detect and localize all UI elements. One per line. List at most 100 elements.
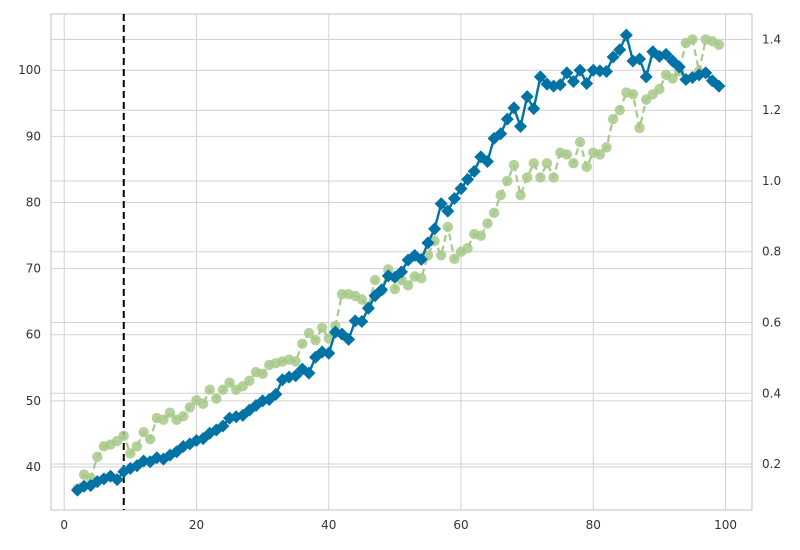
y2-tick-label: 0.6 [762,315,781,329]
data-point-left [302,366,316,380]
data-point-left [527,102,541,116]
series-layer [70,28,726,497]
data-point-left [361,301,375,315]
axes-frame [50,13,753,511]
data-point-left [401,253,415,267]
data-point-left [480,154,494,168]
data-point-right [178,411,189,422]
data-point-right [713,39,725,50]
tick-labels: 0 20 40 60 80 100 40 50 60 70 80 90 100 0.2 0.4 0.6 0.8 1… [18,32,781,532]
data-point-left [600,65,614,79]
data-point-left [672,60,686,74]
data-point-right [164,407,176,418]
data-point-left [447,192,461,206]
data-point-right [92,451,103,463]
data-point-right [435,250,447,261]
data-point-left [421,236,435,250]
data-point-right [634,122,645,134]
data-point-left [520,90,534,104]
data-point-left [566,74,580,88]
data-point-right [594,149,606,160]
data-point-right [627,89,639,100]
data-point-right [356,294,368,305]
data-point-right [131,441,143,452]
data-point-left [659,47,673,61]
plot-frame [50,13,753,511]
data-point-left [110,473,124,487]
data-point-left [573,63,587,77]
x-tick-label: 60 [453,518,468,532]
data-point-right [607,113,619,125]
x-tick-label: 0 [60,518,68,532]
data-point-left [461,172,475,186]
data-point-left [216,419,230,433]
data-point-right [535,172,546,183]
data-point-right [495,189,506,201]
data-point-left [342,332,356,346]
data-point-right [197,398,209,410]
data-point-right [244,375,255,387]
data-point-right [389,283,401,295]
y-tick-label: 100 [18,63,41,77]
data-point-left [712,79,726,93]
x-tick-label: 80 [586,518,601,532]
data-point-left [633,52,647,66]
data-point-right [521,172,533,183]
data-point-right [138,426,149,438]
grid-lines [51,14,752,510]
data-point-right [158,414,169,425]
data-point-right [144,434,156,445]
x-tick-label: 20 [189,518,204,532]
y-tick-label: 70 [26,262,41,276]
data-point-left [580,76,594,90]
data-point-right [515,189,526,201]
data-point-left [322,346,336,360]
data-point-right [118,430,129,441]
data-point-left [428,222,442,236]
data-point-left [619,28,633,42]
data-point-left [441,204,455,218]
data-point-right [654,83,665,95]
data-point-right [528,158,539,169]
y-tick-label: 60 [26,328,41,342]
data-point-left [434,197,448,211]
y-tick-label: 40 [26,460,41,474]
data-point-right [211,393,222,404]
data-point-left [533,70,547,84]
y2-tick-label: 0.8 [762,245,781,259]
y-tick-label: 50 [26,394,41,408]
data-point-right [442,221,453,233]
data-point-right [667,73,678,84]
data-point-left [494,127,508,141]
data-point-right [449,253,460,265]
y2-tick-label: 0.2 [762,457,781,471]
data-point-right [369,274,381,286]
data-point-right [204,384,215,395]
data-point-right [687,34,698,45]
data-point-right [125,448,136,459]
data-point-right [257,368,268,379]
data-point-left [355,315,369,329]
x-tick-label: 100 [714,518,737,532]
data-point-right [184,402,196,413]
data-point-right [614,105,625,116]
data-point-left [467,164,481,178]
data-point-right [224,377,235,388]
data-point-left [613,43,627,57]
y2-tick-label: 1.0 [762,174,781,188]
data-point-left [375,283,389,297]
data-point-left [414,252,428,266]
data-point-left [454,182,468,196]
x-tick-label: 40 [321,518,336,532]
data-point-right [217,384,229,395]
y2-tick-label: 1.2 [762,103,781,117]
data-point-right [316,322,328,334]
data-point-right [568,158,579,169]
data-point-right [541,158,553,169]
data-point-right [581,161,592,173]
data-point-right [574,136,586,148]
data-point-left [514,119,528,133]
data-point-right [488,207,500,219]
data-point-right [416,273,427,284]
